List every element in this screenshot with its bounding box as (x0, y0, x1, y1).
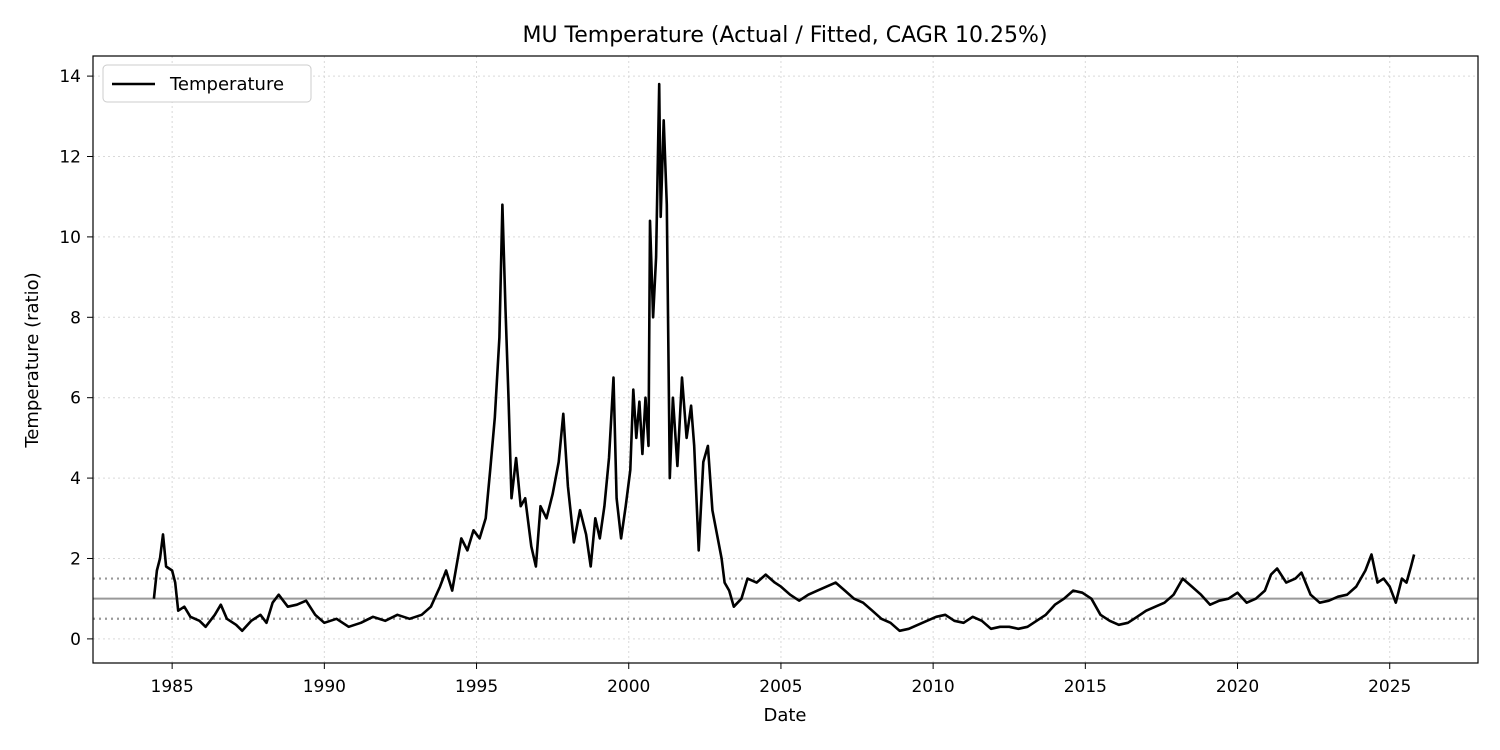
x-tick-label: 2015 (1064, 677, 1107, 697)
legend-entry-temperature: Temperature (169, 74, 284, 95)
chart-title: MU Temperature (Actual / Fitted, CAGR 10… (522, 23, 1047, 48)
x-tick-label: 2020 (1216, 677, 1259, 697)
x-tick-label: 2010 (911, 677, 954, 697)
x-axis-label: Date (763, 705, 806, 726)
legend: Temperature (102, 64, 312, 103)
y-tick-label: 12 (59, 147, 81, 167)
x-tick-label: 1990 (303, 677, 346, 697)
y-tick-label: 6 (70, 389, 81, 409)
plot-frame (92, 55, 1479, 664)
legend-box (102, 64, 312, 103)
y-tick-label: 4 (70, 469, 81, 489)
y-tick-label: 0 (70, 630, 81, 650)
y-tick-label: 2 (70, 549, 81, 569)
y-tick-label: 8 (70, 308, 81, 328)
x-tick-label: 1985 (151, 677, 194, 697)
series-layer (152, 82, 1416, 633)
reference-lines (93, 577, 1478, 620)
series-line-temperature (152, 82, 1416, 633)
y-tick-label: 10 (59, 228, 81, 248)
x-axis-ticks: 1985 1990 1995 2000 2005 2010 2015 2020 2025 (151, 663, 1411, 697)
x-tick-label: 1995 (455, 677, 498, 697)
x-tick-label: 2025 (1368, 677, 1411, 697)
x-tick-label: 2000 (607, 677, 650, 697)
grid-lines (93, 56, 1478, 663)
y-tick-label: 14 (59, 67, 81, 87)
y-axis-label: Temperature (ratio) (22, 272, 43, 448)
y-axis-ticks: 0 2 4 6 8 10 12 14 (59, 67, 93, 650)
x-tick-label: 2005 (759, 677, 802, 697)
